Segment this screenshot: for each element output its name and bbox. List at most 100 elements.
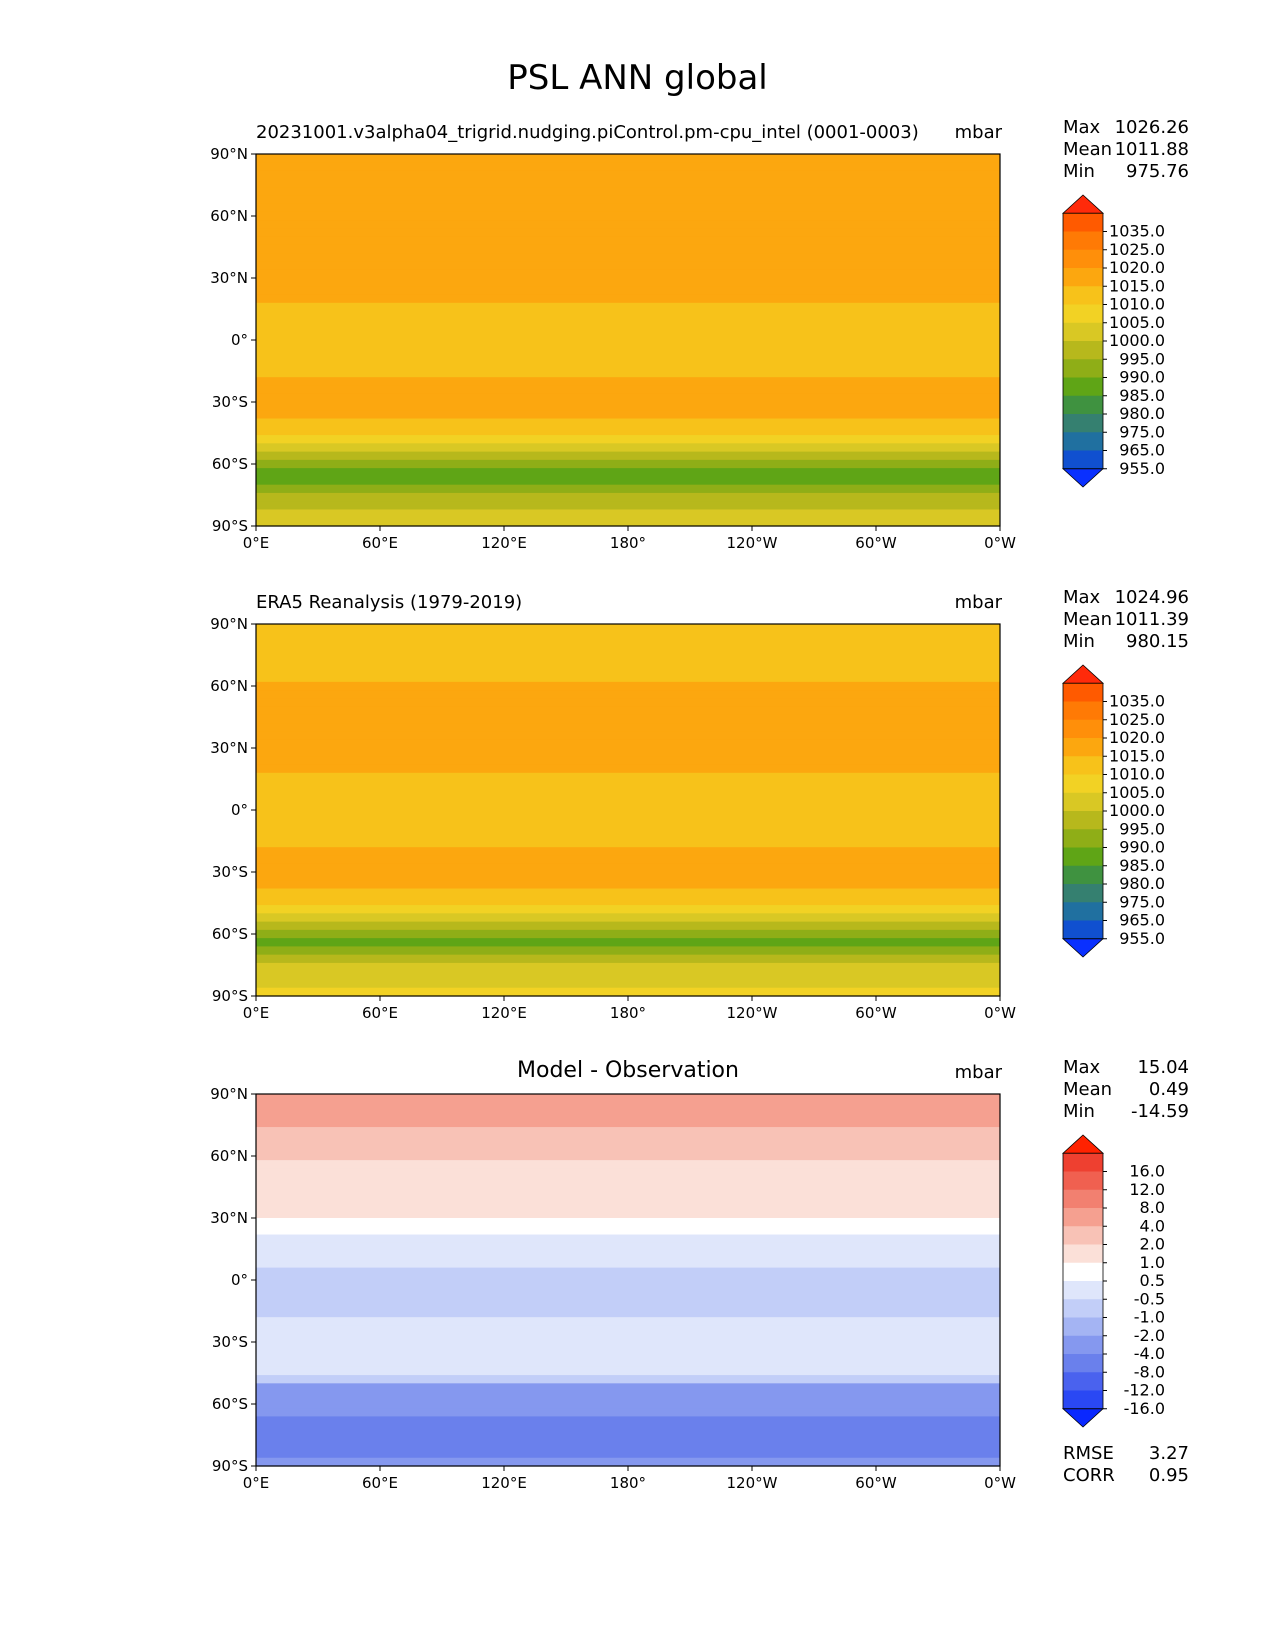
colorbar-tick-label: 0.5: [1140, 1271, 1165, 1290]
field-band: [256, 294, 1000, 304]
panel-2-title: ERA5 Reanalysis (1979-2019): [256, 592, 523, 613]
colorbar-swatch: [1063, 719, 1103, 739]
colorbar-tick-label: 1010.0: [1109, 295, 1165, 314]
field-band: [256, 1441, 1000, 1451]
field-band: [256, 1317, 1000, 1327]
field-band: [256, 632, 1000, 642]
field-band: [256, 624, 1000, 633]
field-band: [256, 739, 1000, 749]
corr-value: 0.95: [1148, 1465, 1189, 1486]
colorbar-tick-label: 990.0: [1119, 368, 1165, 387]
field-band: [256, 517, 1000, 527]
colorbar-swatch: [1063, 1317, 1103, 1337]
lat-tick-label: 30°N: [210, 739, 248, 757]
field-band: [256, 385, 1000, 395]
field-band: [256, 468, 1000, 477]
field-band: [256, 921, 1000, 931]
colorbar-swatch: [1063, 792, 1103, 812]
colorbar-tick-label: -8.0: [1134, 1362, 1165, 1381]
field-band: [256, 220, 1000, 229]
field-band: [256, 236, 1000, 246]
field-band: [256, 913, 1000, 923]
lat-tick-label: 60°S: [212, 455, 248, 473]
field-band: [256, 1449, 1000, 1459]
colorbar-swatch: [1063, 341, 1103, 360]
colorbar-swatch: [1063, 1189, 1103, 1209]
colorbar-tick-label: 1005.0: [1109, 313, 1165, 332]
field-band: [256, 1226, 1000, 1236]
field-band: [256, 929, 1000, 939]
field-band: [256, 706, 1000, 716]
lon-tick-label: 0°W: [984, 1004, 1016, 1022]
field-band: [256, 1110, 1000, 1120]
field-band: [256, 1275, 1000, 1285]
colorbar-swatch: [1063, 1171, 1103, 1191]
map-panel-2: 90°N 60°N 30°N 0° 30°S 60°S 90°S0°E 60°E 120°E 18…: [210, 615, 1016, 1022]
stat-min-label: Min: [1063, 631, 1095, 652]
colorbar-swatch: [1063, 774, 1103, 794]
field-band: [256, 714, 1000, 724]
field-band: [256, 211, 1000, 221]
colorbar-tick-label: 995.0: [1119, 349, 1165, 368]
lat-tick-label: 0°: [231, 801, 248, 819]
colorbar-swatch: [1063, 738, 1103, 757]
rmse-label: RMSE: [1063, 1443, 1114, 1464]
lon-tick-label: 120°W: [727, 1474, 778, 1492]
colorbar-tick-label: 965.0: [1119, 911, 1165, 930]
colorbar-swatch: [1063, 701, 1103, 721]
lon-tick-label: 60°E: [362, 534, 398, 552]
field-band: [256, 1184, 1000, 1194]
colorbar-tick-label: 2.0: [1140, 1235, 1165, 1254]
field-band: [256, 393, 1000, 403]
colorbar-swatch: [1063, 1226, 1103, 1245]
colorbar-tick-label: 1000.0: [1109, 801, 1165, 820]
field-band: [256, 319, 1000, 329]
lon-tick-label: 120°E: [481, 1004, 527, 1022]
lat-tick-label: 90°N: [210, 1085, 248, 1103]
field-band: [256, 1135, 1000, 1145]
field-band: [256, 1168, 1000, 1178]
colorbar-swatch: [1063, 304, 1103, 324]
field-band: [256, 1118, 1000, 1128]
field-band: [256, 772, 1000, 782]
colorbar-tick-label: -12.0: [1124, 1381, 1165, 1400]
field-band: [256, 435, 1000, 444]
stat-max-label: Max: [1063, 117, 1101, 138]
field-band: [256, 1209, 1000, 1219]
map-panel-1: 90°N 60°N 30°N 0° 30°S 60°S 90°S0°E 60°E 120°E 18…: [210, 145, 1016, 552]
field-band: [256, 665, 1000, 675]
field-band: [256, 451, 1000, 461]
colorbar-swatch: [1063, 450, 1103, 470]
colorbar-tick-label: 1000.0: [1109, 331, 1165, 350]
stat-mean-label: Mean: [1063, 609, 1113, 630]
colorbar-swatch: [1063, 1299, 1103, 1318]
field-band: [256, 946, 1000, 956]
colorbar-extend-bottom: [1061, 468, 1105, 488]
colorbar-swatch: [1063, 811, 1103, 830]
panel-2-stats: Max 1024.96 Mean 1011.39 Min 980.15: [1063, 587, 1189, 653]
colorbar-swatch: [1063, 1281, 1103, 1300]
corr-label: CORR: [1063, 1465, 1115, 1486]
field-band: [256, 1350, 1000, 1360]
colorbar-tick-label: 1005.0: [1109, 783, 1165, 802]
colorbar-swatch: [1063, 359, 1103, 378]
colorbar-swatch: [1063, 432, 1103, 451]
colorbar-swatch: [1063, 322, 1103, 342]
lon-tick-label: 60°W: [855, 534, 897, 552]
lat-tick-label: 30°S: [212, 863, 248, 881]
lon-tick-label: 120°W: [727, 1004, 778, 1022]
field-band: [256, 418, 1000, 428]
field-band: [256, 748, 1000, 757]
field-band: [256, 1383, 1000, 1393]
field-band: [256, 410, 1000, 420]
colorbar-swatch: [1063, 1354, 1103, 1373]
field-band: [256, 1102, 1000, 1112]
colorbar-extend-top: [1061, 1134, 1105, 1154]
stat-min-label: Min: [1063, 1101, 1095, 1122]
field-band: [256, 954, 1000, 964]
lat-tick-label: 90°N: [210, 615, 248, 633]
field-band: [256, 896, 1000, 906]
lat-tick-label: 60°N: [210, 677, 248, 695]
lat-tick-label: 0°: [231, 1271, 248, 1289]
colorbar-tick-label: 955.0: [1119, 459, 1165, 478]
